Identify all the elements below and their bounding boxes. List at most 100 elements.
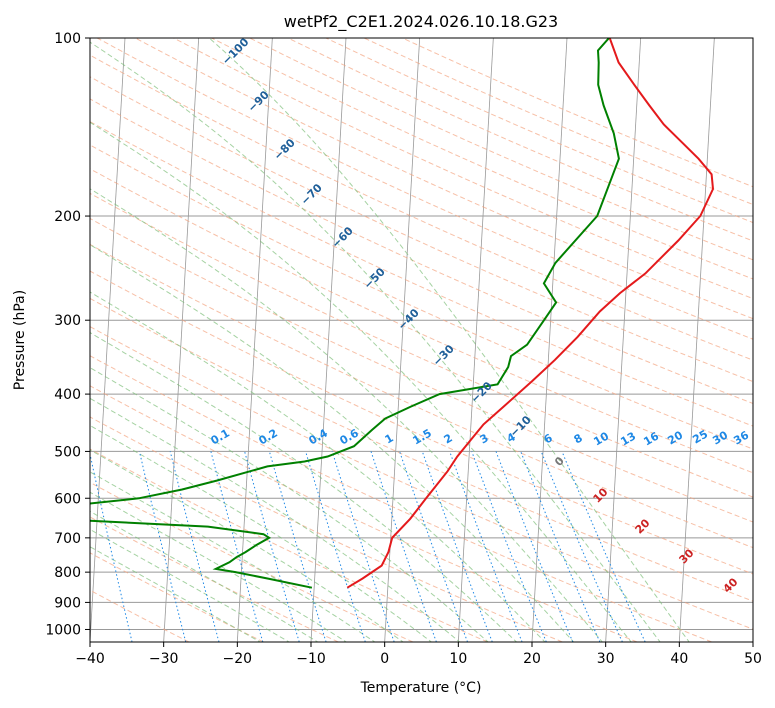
- y-tick-label: 500: [54, 444, 81, 460]
- mixing-ratio-line: [471, 451, 547, 642]
- mixing-ratio-label: 36: [731, 428, 751, 447]
- moist-adiabat-line: [90, 471, 376, 642]
- dry-adiabat-line: [90, 144, 753, 450]
- moist-adiabat-line: [90, 546, 262, 642]
- moist-adiabat-line: [90, 424, 433, 642]
- mixing-ratio-label: 0.2: [257, 426, 280, 447]
- dry-adiabat-line: [90, 192, 753, 498]
- mixing-ratio-line: [370, 451, 437, 642]
- mixing-ratio-label: 0.6: [338, 426, 362, 447]
- isotherm-line: [163, 38, 200, 642]
- dry-adiabat-line: [90, 168, 753, 474]
- dry-adiabat-line: [90, 217, 753, 523]
- moist-adiabat-label: −20: [468, 379, 495, 406]
- y-tick-label: 200: [54, 209, 81, 225]
- isotherm-line: [752, 635, 753, 642]
- dry-adiabat-line: [90, 243, 753, 549]
- isotherm-line: [384, 38, 421, 642]
- isotherm-line: [678, 38, 715, 642]
- x-tick-label: 10: [449, 651, 467, 667]
- profile-lines: [90, 38, 715, 589]
- dry-adiabat-line: [90, 270, 753, 575]
- moist-adiabat-line: [208, 38, 690, 642]
- mixing-ratio-label: 10: [591, 429, 611, 448]
- mixing-ratio-label: 13: [618, 430, 638, 449]
- dry-adiabat-line: [90, 355, 712, 642]
- mixing-ratio-line: [138, 451, 187, 642]
- isotherm-line: [605, 38, 642, 642]
- chart-title: wetPf2_C2E1.2024.026.10.18.G23: [284, 12, 558, 32]
- moist-adiabat-label: −30: [430, 342, 457, 369]
- moist-adiabat-label: −50: [361, 265, 388, 292]
- mixing-ratio-label: 0.1: [209, 426, 232, 447]
- temperature-profile-line: [346, 38, 715, 589]
- moist-adiabat-line: [90, 491, 348, 642]
- x-tick-label: −40: [75, 651, 105, 667]
- mixing-ratio-line: [305, 451, 366, 642]
- moist-adiabat-line: [90, 244, 575, 642]
- moist-adiabat-label: 0: [552, 454, 567, 469]
- x-tick-label: 50: [744, 651, 762, 667]
- moist-adiabat-line: [90, 291, 546, 642]
- dry-adiabat-line: [363, 38, 753, 206]
- y-tick-label: 800: [54, 565, 81, 581]
- y-tick-label: 400: [54, 387, 81, 403]
- dry-adiabat-line: [90, 516, 339, 642]
- x-axis-label: Temperature (°C): [360, 680, 482, 696]
- dry-adiabat-line: [135, 38, 753, 320]
- mixing-ratio-line: [540, 451, 623, 642]
- dry-adiabat-line: [90, 121, 753, 427]
- y-tick-label: 900: [54, 595, 81, 611]
- moist-adiabat-label: 30: [677, 546, 697, 566]
- dewpoint-profile-line: [90, 38, 620, 589]
- moist-adiabat-line: [90, 510, 319, 642]
- dry-adiabat-line: [90, 326, 753, 630]
- y-tick-label: 300: [54, 313, 81, 329]
- mixing-ratio-label: 16: [641, 429, 661, 448]
- mixing-ratio-line: [520, 451, 601, 642]
- moist-adiabat-line: [90, 449, 404, 642]
- mixing-ratio-line: [399, 451, 468, 642]
- dry-adiabat-line: [90, 481, 414, 642]
- moist-adiabat-line: [90, 397, 461, 642]
- moist-adiabat-label: 10: [591, 485, 611, 505]
- mixing-ratio-line: [268, 451, 327, 642]
- isotherm-line: [310, 38, 347, 642]
- x-tick-label: 30: [597, 651, 615, 667]
- isotherm-line: [236, 38, 273, 642]
- x-tick-label: 40: [670, 651, 688, 667]
- mixing-ratio-label: 30: [710, 428, 730, 447]
- dry-adiabat-line: [96, 38, 753, 340]
- dry-adiabat-line: [90, 416, 563, 642]
- isotherm-line: [531, 38, 568, 642]
- y-tick-label: 700: [54, 531, 81, 547]
- y-axis-label: Pressure (hPa): [12, 290, 28, 390]
- moist-adiabat-line: [90, 41, 661, 642]
- line-labels: 0.1 0.2 0.4 0.6 1 1.5 2 3 4 6 8 10 13 16 20 25 30 36−100−…: [209, 35, 752, 595]
- x-tick-label: −20: [223, 651, 253, 667]
- y-tick-label: 1000: [45, 622, 81, 638]
- isotherm-line: [90, 38, 126, 642]
- moist-adiabat-label: −70: [298, 181, 325, 208]
- x-tick-label: 20: [523, 651, 541, 667]
- isotherm-line: [457, 38, 494, 642]
- dry-adiabat-line: [90, 297, 753, 602]
- mixing-ratio-line: [244, 451, 300, 642]
- moist-adiabat-label: −60: [329, 224, 356, 251]
- axis-ticks: −40 −30 −20 −10 0 10 20 30 40 5010020030040050060…: [45, 31, 762, 667]
- dry-adiabat-line: [90, 589, 190, 642]
- mixing-ratio-line: [169, 451, 220, 642]
- mixing-ratio-line: [331, 451, 395, 642]
- mixing-ratio-label: 8: [572, 431, 585, 446]
- y-tick-label: 600: [54, 491, 81, 507]
- moist-adiabat-line: [90, 528, 291, 642]
- x-tick-label: −30: [149, 651, 179, 667]
- moist-adiabat-line: [90, 367, 489, 642]
- x-tick-label: −10: [296, 651, 326, 667]
- mixing-ratio-line: [421, 451, 493, 642]
- mixing-ratio-line: [449, 451, 523, 642]
- mixing-ratio-label: 1: [383, 431, 396, 446]
- mixing-ratio-line: [561, 451, 646, 642]
- mixing-ratio-line: [210, 451, 264, 642]
